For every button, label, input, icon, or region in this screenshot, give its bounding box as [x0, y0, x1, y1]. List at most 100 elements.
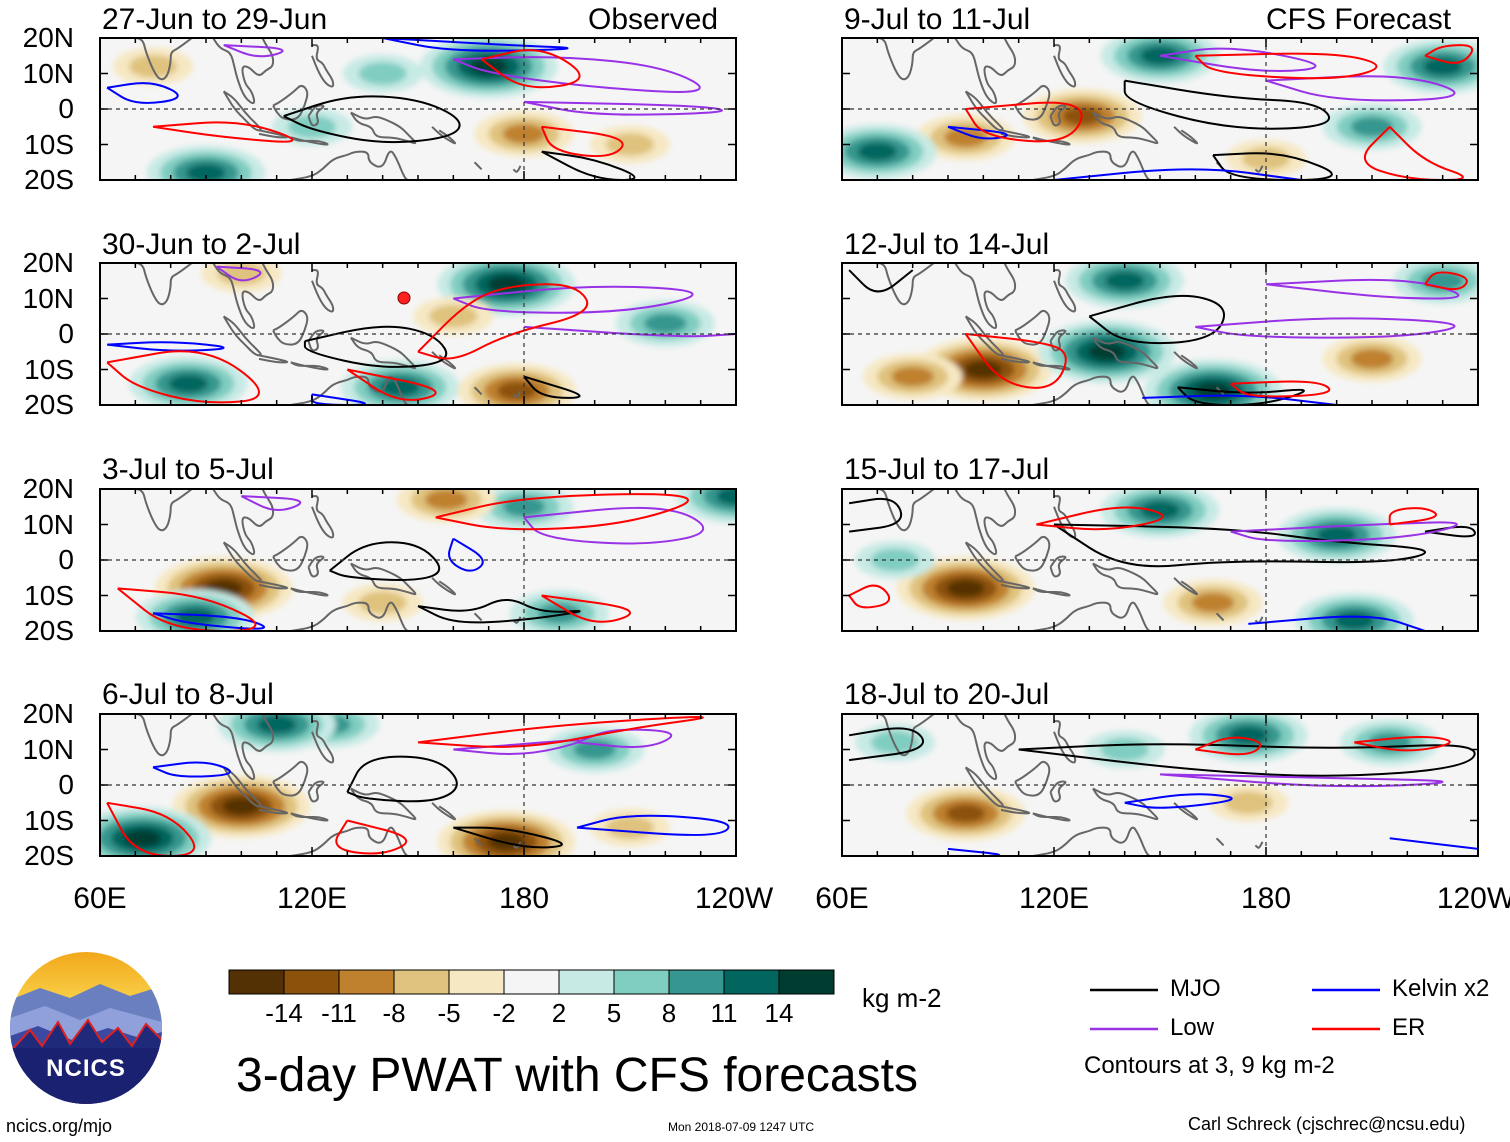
coastline — [258, 354, 289, 364]
ytick-label: 0 — [58, 544, 74, 575]
coastline — [311, 269, 335, 313]
anomaly-blob — [222, 797, 261, 815]
anomaly-blob — [1191, 592, 1235, 613]
wave-contour — [106, 82, 179, 104]
coastline — [290, 826, 409, 856]
wave-contour — [329, 541, 441, 581]
coastline — [1032, 826, 1151, 856]
coastline — [350, 562, 417, 596]
coastline — [212, 263, 275, 330]
colorbar-swatch — [448, 969, 505, 995]
wave-contour — [152, 612, 265, 630]
wave-contour — [452, 56, 701, 93]
colorbar-swatch — [723, 969, 780, 995]
coastline — [290, 587, 329, 597]
coastline — [212, 38, 275, 105]
coastline — [512, 841, 522, 849]
wave-contour — [311, 393, 366, 405]
wave-contour — [848, 584, 891, 609]
anomaly-blob — [857, 142, 898, 161]
coastline — [1092, 787, 1159, 821]
wave-contour — [1389, 837, 1478, 850]
wave-contour — [1018, 743, 1476, 777]
coastline — [870, 714, 935, 757]
coastline — [870, 263, 935, 306]
coastline — [1049, 555, 1067, 578]
anomaly-blob — [644, 313, 687, 334]
coastline — [350, 336, 417, 370]
ytick-label: 20S — [24, 389, 74, 420]
colorbar-swatch — [228, 969, 285, 995]
colorbar-swatch — [393, 969, 450, 995]
ytick-label: 20N — [22, 473, 74, 504]
wave-contour — [448, 537, 484, 572]
coastline — [1000, 354, 1031, 364]
coastline — [964, 90, 1004, 132]
wave-contour — [283, 95, 461, 144]
wave-contour — [417, 716, 704, 748]
wave-contour — [1159, 47, 1317, 72]
coastline — [1053, 44, 1077, 88]
wave-contour — [1230, 521, 1458, 542]
panel-title-fc3: 15-Jul to 17-Jul — [844, 453, 1050, 486]
coastline — [128, 714, 193, 757]
legend-label-kelvin: Kelvin x2 — [1392, 975, 1490, 1002]
map-panel-fc3 — [841, 488, 1479, 632]
anomaly-blob — [168, 374, 209, 393]
coastline — [1014, 760, 1051, 797]
anomaly-blob — [891, 366, 934, 387]
wave-contour — [1053, 523, 1426, 568]
anomaly-blob — [946, 579, 985, 598]
colorbar-tick: 8 — [661, 998, 677, 1028]
anomaly-blob — [424, 489, 468, 510]
footer-credit: Carl Schreck (cjschrec@ncsu.edu) — [1188, 1114, 1466, 1134]
coastline — [222, 766, 262, 808]
coastline — [954, 489, 1017, 556]
colorbar-swatch — [503, 969, 560, 995]
wave-contour — [1424, 44, 1474, 64]
anomaly-blob — [487, 275, 526, 293]
coastline — [1014, 309, 1051, 346]
coastline — [1000, 805, 1031, 815]
coastline — [954, 714, 1017, 781]
anomaly-blob — [1140, 501, 1180, 520]
xtick-left-120w: 120W — [694, 882, 774, 915]
wave-contour — [1159, 773, 1444, 788]
coastline — [212, 489, 275, 556]
wave-contour — [523, 506, 704, 545]
ytick-label: 10N — [22, 508, 74, 540]
wave-contour — [453, 826, 563, 849]
legend-label-mjo: MJO — [1170, 975, 1221, 1002]
map-panel-fc2 — [841, 262, 1479, 406]
ytick-label: 20S — [24, 840, 74, 871]
wave-contour — [1036, 506, 1164, 531]
anomaly-blob — [1350, 348, 1394, 369]
coastline — [222, 541, 262, 583]
wave-contour — [240, 495, 302, 511]
coastline — [128, 489, 193, 532]
wave-contour — [1124, 793, 1233, 809]
coastline — [212, 714, 275, 781]
anomaly-blob — [1334, 611, 1375, 630]
panel-title-obs2: 30-Jun to 2-Jul — [102, 228, 301, 261]
coastline — [512, 165, 522, 173]
coastline — [1032, 150, 1151, 180]
wave-contour — [1088, 294, 1226, 345]
wave-contour — [106, 350, 260, 404]
xtick-right-180: 180 — [1240, 882, 1292, 915]
legend-label-er: ER — [1392, 1014, 1426, 1041]
panel-title-fc2: 12-Jul to 14-Jul — [844, 228, 1050, 261]
colorbar-tick: -5 — [437, 998, 461, 1028]
coastline — [512, 390, 522, 398]
legend-note: Contours at 3, 9 kg m-2 — [1084, 1052, 1335, 1079]
anomaly-blob — [716, 489, 736, 506]
panel-title-fc4: 18-Jul to 20-Jul — [844, 678, 1050, 711]
colorbar-swatch — [338, 969, 395, 995]
coastline — [431, 802, 457, 821]
wave-contour — [1388, 507, 1438, 526]
ytick-label: 10S — [24, 579, 74, 611]
wave-contour — [1194, 736, 1262, 756]
wave-contour — [106, 801, 196, 856]
colorbar — [228, 969, 835, 995]
coastline — [1049, 104, 1067, 127]
